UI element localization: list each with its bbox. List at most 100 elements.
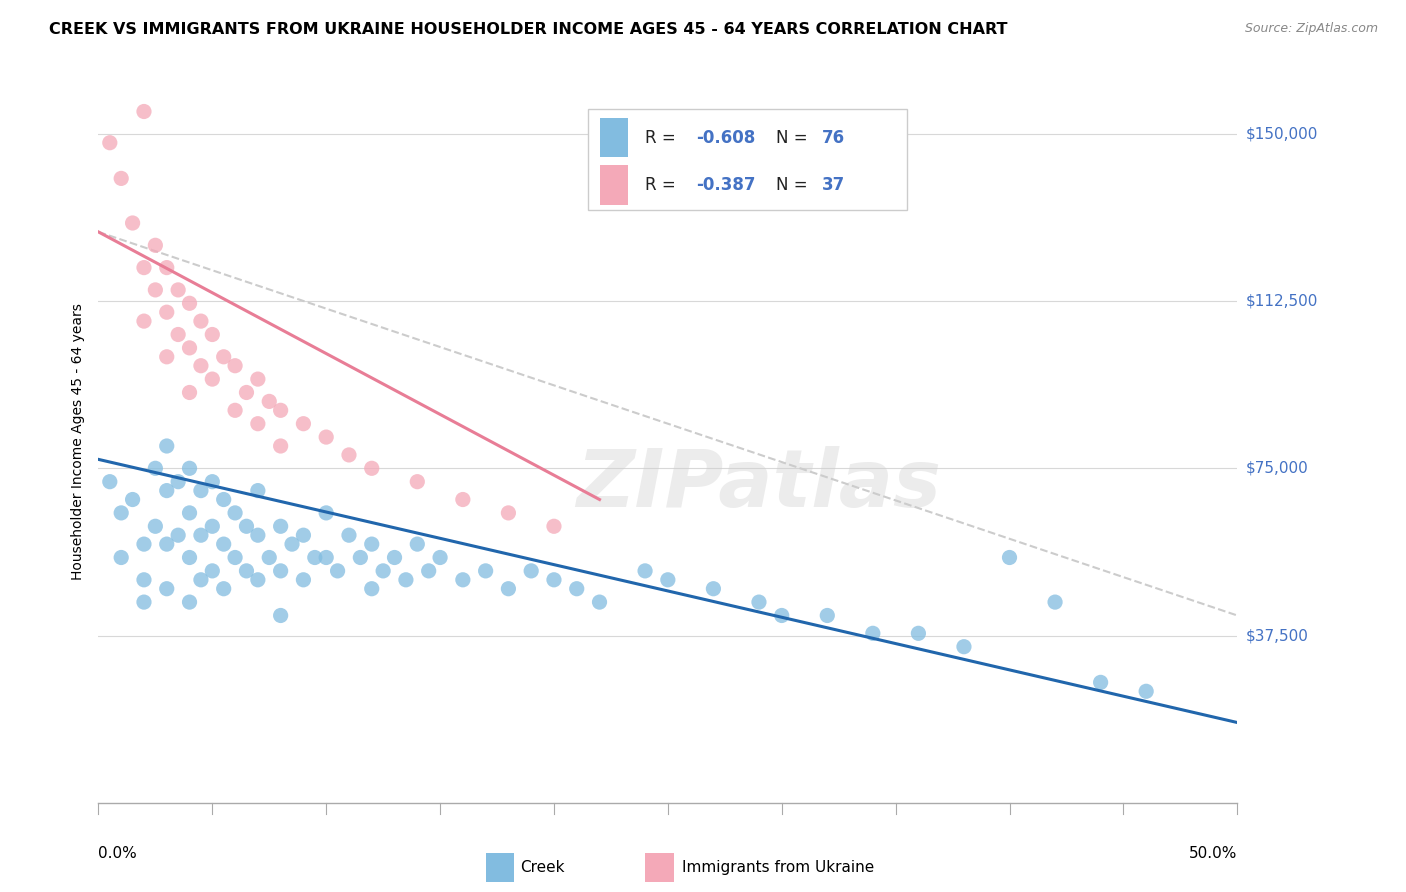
Text: Immigrants from Ukraine: Immigrants from Ukraine	[682, 860, 873, 875]
Point	[156, 483, 179, 498]
Point	[270, 403, 292, 417]
Text: Creek: Creek	[520, 860, 564, 875]
Text: Source: ZipAtlas.com: Source: ZipAtlas.com	[1244, 22, 1378, 36]
Point	[190, 483, 212, 498]
Point	[429, 550, 451, 565]
Point	[145, 461, 167, 475]
Point	[167, 327, 190, 342]
Text: $150,000: $150,000	[1246, 127, 1317, 141]
Text: CREEK VS IMMIGRANTS FROM UKRAINE HOUSEHOLDER INCOME AGES 45 - 64 YEARS CORRELATI: CREEK VS IMMIGRANTS FROM UKRAINE HOUSEHO…	[49, 22, 1008, 37]
FancyBboxPatch shape	[588, 109, 907, 211]
Point	[998, 550, 1021, 565]
Point	[246, 483, 269, 498]
Point	[384, 550, 406, 565]
Text: 37: 37	[821, 176, 845, 194]
Bar	[599, 165, 628, 205]
Point	[212, 492, 235, 507]
Text: $112,500: $112,500	[1246, 293, 1317, 309]
Point	[304, 550, 326, 565]
Point	[246, 573, 269, 587]
Point	[212, 350, 235, 364]
Point	[132, 314, 155, 328]
Point	[224, 506, 246, 520]
Point	[98, 136, 121, 150]
Point	[179, 550, 201, 565]
Y-axis label: Householder Income Ages 45 - 64 years: Householder Income Ages 45 - 64 years	[72, 303, 86, 580]
Point	[224, 403, 246, 417]
Point	[201, 475, 224, 489]
Point	[1043, 595, 1066, 609]
Point	[371, 564, 394, 578]
Text: R =: R =	[645, 128, 681, 146]
Text: ZIPatlas: ZIPatlas	[576, 446, 942, 524]
Point	[190, 528, 212, 542]
Point	[337, 528, 360, 542]
Point	[212, 537, 235, 551]
Point	[179, 385, 201, 400]
Point	[360, 461, 382, 475]
Point	[770, 608, 793, 623]
Point	[235, 385, 257, 400]
Point	[543, 573, 565, 587]
Point	[259, 394, 281, 409]
Point	[1090, 675, 1112, 690]
Point	[395, 573, 418, 587]
Point	[360, 537, 382, 551]
Point	[179, 461, 201, 475]
Point	[259, 550, 281, 565]
Point	[406, 475, 429, 489]
Point	[110, 506, 132, 520]
Point	[201, 519, 224, 533]
Point	[110, 550, 132, 565]
Point	[292, 528, 315, 542]
Point	[224, 359, 246, 373]
Point	[98, 475, 121, 489]
Point	[451, 573, 474, 587]
Point	[337, 448, 360, 462]
Point	[156, 582, 179, 596]
Point	[498, 582, 520, 596]
Point	[190, 314, 212, 328]
Point	[315, 506, 337, 520]
Point	[212, 582, 235, 596]
Point	[132, 260, 155, 275]
Point	[132, 537, 155, 551]
Point	[634, 564, 657, 578]
Point	[167, 283, 190, 297]
Point	[235, 519, 257, 533]
Point	[156, 537, 179, 551]
Point	[565, 582, 588, 596]
Point	[474, 564, 496, 578]
Bar	[485, 854, 515, 882]
Point	[246, 528, 269, 542]
Bar	[645, 854, 673, 882]
Point	[224, 550, 246, 565]
Point	[451, 492, 474, 507]
Point	[235, 564, 257, 578]
Point	[292, 417, 315, 431]
Point	[145, 238, 167, 252]
Point	[498, 506, 520, 520]
Point	[862, 626, 884, 640]
Point	[815, 608, 838, 623]
Point	[326, 564, 349, 578]
Point	[1135, 684, 1157, 698]
Point	[156, 305, 179, 319]
Text: R =: R =	[645, 176, 681, 194]
Text: 50.0%: 50.0%	[1189, 847, 1237, 861]
Point	[167, 475, 190, 489]
Point	[270, 564, 292, 578]
Point	[246, 372, 269, 386]
Point	[179, 341, 201, 355]
Point	[156, 439, 179, 453]
Point	[190, 359, 212, 373]
Point	[292, 573, 315, 587]
Point	[281, 537, 304, 551]
Bar	[599, 118, 628, 157]
Point	[270, 608, 292, 623]
Point	[315, 430, 337, 444]
Point	[179, 595, 201, 609]
Point	[190, 573, 212, 587]
Point	[349, 550, 371, 565]
Point	[201, 564, 224, 578]
